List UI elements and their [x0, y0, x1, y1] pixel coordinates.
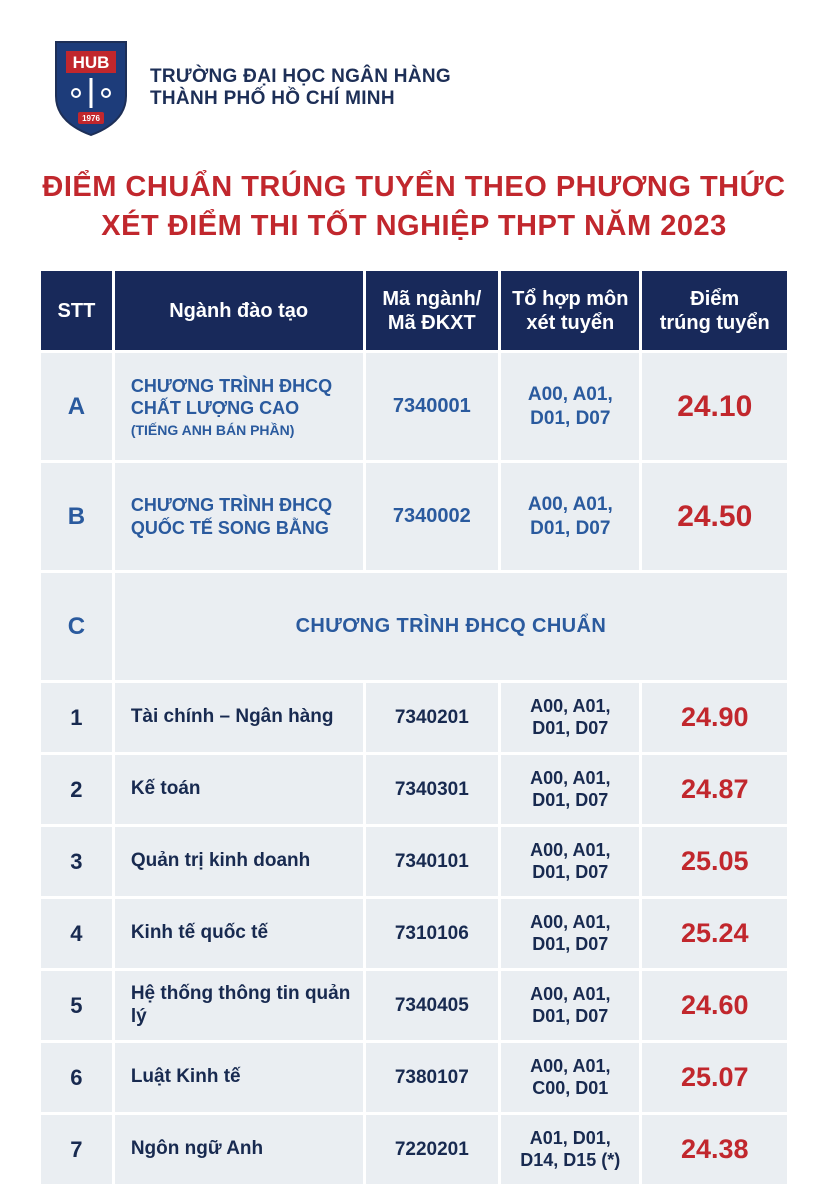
item-combo: A01, D01,D14, D15 (*): [500, 1114, 641, 1186]
uni-name-line1: TRƯỜNG ĐẠI HỌC NGÂN HÀNG: [150, 66, 451, 88]
title-line1: ĐIỂM CHUẨN TRÚNG TUYỂN THEO PHƯƠNG THỨC: [30, 168, 798, 207]
logo-year: 1976: [82, 114, 100, 123]
item-score: 24.60: [641, 970, 789, 1042]
item-combo: A00, A01,D01, D07: [500, 898, 641, 970]
table-row: 5Hệ thống thông tin quản lý7340405A00, A…: [40, 970, 789, 1042]
university-name: TRƯỜNG ĐẠI HỌC NGÂN HÀNG THÀNH PHỐ HỒ CH…: [150, 66, 451, 110]
table-row: 3Quản trị kinh doanh7340101A00, A01,D01,…: [40, 826, 789, 898]
item-score: 24.38: [641, 1114, 789, 1186]
col-header-code: Mã ngành/ Mã ĐKXT: [364, 270, 500, 352]
item-code: 7220201: [364, 1114, 500, 1186]
col-header-stt: STT: [40, 270, 114, 352]
col-header-score: Điểm trúng tuyển: [641, 270, 789, 352]
section-stt: C: [40, 572, 114, 682]
item-name: Ngôn ngữ Anh: [113, 1114, 364, 1186]
title-line2: XÉT ĐIỂM THI TỐT NGHIỆP THPT NĂM 2023: [30, 207, 798, 246]
item-score: 25.07: [641, 1042, 789, 1114]
item-combo: A00, A01,D01, D07: [500, 682, 641, 754]
table-row: 4Kinh tế quốc tế7310106A00, A01,D01, D07…: [40, 898, 789, 970]
item-stt: 5: [40, 970, 114, 1042]
item-code: 7340201: [364, 682, 500, 754]
program-row: ACHƯƠNG TRÌNH ĐHCQ CHẤT LƯỢNG CAO(TIẾNG …: [40, 352, 789, 462]
item-combo: A00, A01,C00, D01: [500, 1042, 641, 1114]
item-combo: A00, A01,D01, D07: [500, 826, 641, 898]
table-header-row: STT Ngành đào tạo Mã ngành/ Mã ĐKXT Tổ h…: [40, 270, 789, 352]
program-score: 24.50: [641, 462, 789, 572]
table-row: 1Tài chính – Ngân hàng7340201A00, A01,D0…: [40, 682, 789, 754]
item-code: 7310106: [364, 898, 500, 970]
item-score: 25.05: [641, 826, 789, 898]
item-code: 7380107: [364, 1042, 500, 1114]
item-stt: 6: [40, 1042, 114, 1114]
hub-logo-icon: HUB 1976: [50, 38, 132, 138]
program-name: CHƯƠNG TRÌNH ĐHCQ CHẤT LƯỢNG CAO(TIẾNG A…: [113, 352, 364, 462]
program-score: 24.10: [641, 352, 789, 462]
header: HUB 1976 TRƯỜNG ĐẠI HỌC NGÂN HÀNG THÀNH …: [0, 0, 828, 158]
program-combo: A00, A01,D01, D07: [500, 462, 641, 572]
program-stt: B: [40, 462, 114, 572]
col-header-combo: Tổ hợp môn xét tuyển: [500, 270, 641, 352]
item-code: 7340405: [364, 970, 500, 1042]
program-row: BCHƯƠNG TRÌNH ĐHCQ QUỐC TẾ SONG BẰNG7340…: [40, 462, 789, 572]
item-name: Luật Kinh tế: [113, 1042, 364, 1114]
item-name: Quản trị kinh doanh: [113, 826, 364, 898]
item-combo: A00, A01,D01, D07: [500, 754, 641, 826]
col-header-name: Ngành đào tạo: [113, 270, 364, 352]
program-combo: A00, A01,D01, D07: [500, 352, 641, 462]
table-row: 7Ngôn ngữ Anh7220201A01, D01,D14, D15 (*…: [40, 1114, 789, 1186]
item-stt: 2: [40, 754, 114, 826]
section-label: CHƯƠNG TRÌNH ĐHCQ CHUẨN: [113, 572, 788, 682]
program-code: 7340001: [364, 352, 500, 462]
logo-letters: HUB: [73, 53, 110, 72]
item-name: Tài chính – Ngân hàng: [113, 682, 364, 754]
score-table: STT Ngành đào tạo Mã ngành/ Mã ĐKXT Tổ h…: [38, 268, 790, 1187]
item-combo: A00, A01,D01, D07: [500, 970, 641, 1042]
item-score: 24.90: [641, 682, 789, 754]
item-score: 24.87: [641, 754, 789, 826]
item-stt: 3: [40, 826, 114, 898]
item-name: Kế toán: [113, 754, 364, 826]
item-stt: 1: [40, 682, 114, 754]
program-name: CHƯƠNG TRÌNH ĐHCQ QUỐC TẾ SONG BẰNG: [113, 462, 364, 572]
item-name: Hệ thống thông tin quản lý: [113, 970, 364, 1042]
table-row: 2Kế toán7340301A00, A01,D01, D0724.87: [40, 754, 789, 826]
section-row: CCHƯƠNG TRÌNH ĐHCQ CHUẨN: [40, 572, 789, 682]
program-stt: A: [40, 352, 114, 462]
item-stt: 4: [40, 898, 114, 970]
program-code: 7340002: [364, 462, 500, 572]
page-title: ĐIỂM CHUẨN TRÚNG TUYỂN THEO PHƯƠNG THỨC …: [0, 158, 828, 268]
item-code: 7340101: [364, 826, 500, 898]
item-score: 25.24: [641, 898, 789, 970]
item-code: 7340301: [364, 754, 500, 826]
table-row: 6Luật Kinh tế7380107A00, A01,C00, D0125.…: [40, 1042, 789, 1114]
uni-name-line2: THÀNH PHỐ HỒ CHÍ MINH: [150, 88, 451, 110]
item-name: Kinh tế quốc tế: [113, 898, 364, 970]
item-stt: 7: [40, 1114, 114, 1186]
